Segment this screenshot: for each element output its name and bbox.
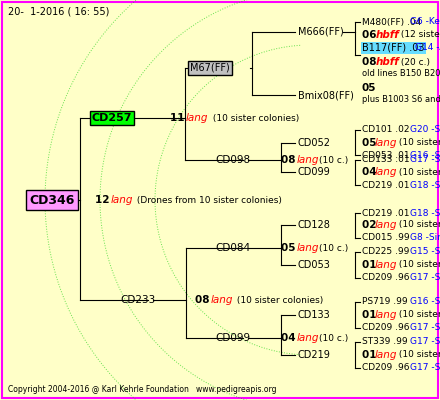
Text: 04: 04 xyxy=(362,167,380,177)
Text: (10 sister colonies): (10 sister colonies) xyxy=(396,168,440,176)
Text: lang: lang xyxy=(375,138,397,148)
Text: (10 c.): (10 c.) xyxy=(319,156,348,164)
Text: Bmix08(FF): Bmix08(FF) xyxy=(298,90,354,100)
Text: (20 c.): (20 c.) xyxy=(398,58,430,66)
Text: CD225 .99: CD225 .99 xyxy=(362,248,409,256)
Text: 08: 08 xyxy=(281,155,299,165)
Text: CD053: CD053 xyxy=(298,260,331,270)
Text: (10 sister colonies): (10 sister colonies) xyxy=(234,296,323,304)
Text: G17 -Sinop62R: G17 -Sinop62R xyxy=(410,324,440,332)
Text: G17 -Sinop62R: G17 -Sinop62R xyxy=(410,364,440,372)
Text: 01: 01 xyxy=(362,350,380,360)
Text: CD084: CD084 xyxy=(215,243,250,253)
Text: M666(FF): M666(FF) xyxy=(298,27,344,37)
Text: hbff: hbff xyxy=(376,57,400,67)
Text: (10 sister colonies): (10 sister colonies) xyxy=(396,138,440,148)
Text: (10 sister colonies): (10 sister colonies) xyxy=(396,260,440,270)
Text: 20-  1-2016 ( 16: 55): 20- 1-2016 ( 16: 55) xyxy=(8,7,110,17)
Text: Copyright 2004-2016 @ Karl Kehrle Foundation   www.pedigreapis.org: Copyright 2004-2016 @ Karl Kehrle Founda… xyxy=(8,386,276,394)
Text: CD209 .96: CD209 .96 xyxy=(362,364,410,372)
Text: G17 -Sinop72R: G17 -Sinop72R xyxy=(410,156,440,164)
Text: CD128: CD128 xyxy=(298,220,331,230)
Text: 06: 06 xyxy=(362,30,380,40)
Text: lang: lang xyxy=(375,310,397,320)
Text: CD233: CD233 xyxy=(120,295,155,305)
Text: lang: lang xyxy=(375,220,397,230)
Text: M67(FF): M67(FF) xyxy=(190,63,230,73)
Text: 12: 12 xyxy=(95,195,113,205)
Text: G14 -Adami75R: G14 -Adami75R xyxy=(415,44,440,52)
Text: (12 sister colonies): (12 sister colonies) xyxy=(398,30,440,40)
Text: old lines B150 B202 .   no more: old lines B150 B202 . no more xyxy=(362,70,440,78)
Text: CD099: CD099 xyxy=(298,167,331,177)
Text: ST339 .99: ST339 .99 xyxy=(362,338,407,346)
Text: G18 -Sinop62R: G18 -Sinop62R xyxy=(410,180,440,190)
Text: G17 -Sinop62R: G17 -Sinop62R xyxy=(410,338,440,346)
Text: lang: lang xyxy=(375,167,397,177)
Text: (10 sister colonies): (10 sister colonies) xyxy=(210,114,299,122)
Text: CD209 .96: CD209 .96 xyxy=(362,274,410,282)
Text: 05: 05 xyxy=(362,83,377,93)
Text: 05: 05 xyxy=(281,243,299,253)
Text: G6 -Kenya2R: G6 -Kenya2R xyxy=(410,18,440,26)
Text: (10 sister colonies): (10 sister colonies) xyxy=(396,350,440,360)
Text: (10 sister colonies): (10 sister colonies) xyxy=(396,220,440,230)
Text: (10 c.): (10 c.) xyxy=(319,244,348,252)
Text: 11: 11 xyxy=(170,113,188,123)
Text: (Drones from 10 sister colonies): (Drones from 10 sister colonies) xyxy=(134,196,282,204)
Text: CD099: CD099 xyxy=(215,333,250,343)
Text: G8 -SinopEgg86R: G8 -SinopEgg86R xyxy=(410,234,440,242)
Text: lang: lang xyxy=(375,350,397,360)
Text: G15 -Sinop72R: G15 -Sinop72R xyxy=(410,248,440,256)
Text: CD098: CD098 xyxy=(215,155,250,165)
Text: lang: lang xyxy=(297,333,319,343)
Text: G20 -Sinop62R: G20 -Sinop62R xyxy=(410,126,440,134)
Text: G17 -Sinop62R: G17 -Sinop62R xyxy=(410,274,440,282)
Text: (10 sister colonies): (10 sister colonies) xyxy=(396,310,440,320)
Text: lang: lang xyxy=(211,295,234,305)
Text: lang: lang xyxy=(186,113,209,123)
Text: (10 c.): (10 c.) xyxy=(319,334,348,342)
Text: CD209 .96: CD209 .96 xyxy=(362,324,410,332)
Text: CD133: CD133 xyxy=(298,310,331,320)
Text: B117(FF) .03: B117(FF) .03 xyxy=(362,43,425,53)
Text: CD219 .01: CD219 .01 xyxy=(362,208,410,218)
Text: lang: lang xyxy=(375,260,397,270)
Text: CD052: CD052 xyxy=(298,138,331,148)
Text: CD015 .99: CD015 .99 xyxy=(362,234,410,242)
Text: plus B1003 S6 and A126no more: plus B1003 S6 and A126no more xyxy=(362,96,440,104)
Text: hbff: hbff xyxy=(376,30,400,40)
Text: CD346: CD346 xyxy=(29,194,75,206)
Text: 08: 08 xyxy=(362,57,380,67)
Text: CD257: CD257 xyxy=(92,113,132,123)
Text: CD219: CD219 xyxy=(298,350,331,360)
Text: lang: lang xyxy=(297,155,319,165)
Text: CD053 .01: CD053 .01 xyxy=(362,150,410,160)
Text: G18 -Sinop62R: G18 -Sinop62R xyxy=(410,208,440,218)
Text: lang: lang xyxy=(111,195,133,205)
Text: 02: 02 xyxy=(362,220,380,230)
Text: 08: 08 xyxy=(195,295,213,305)
Text: 01: 01 xyxy=(362,260,380,270)
Text: CD219 .01: CD219 .01 xyxy=(362,180,410,190)
Text: PS719 .99: PS719 .99 xyxy=(362,298,407,306)
Text: 01: 01 xyxy=(362,310,380,320)
Text: 04: 04 xyxy=(281,333,299,343)
Text: CD133 .01: CD133 .01 xyxy=(362,156,410,164)
Text: lang: lang xyxy=(297,243,319,253)
Text: 05: 05 xyxy=(362,138,380,148)
Text: CD101 .02: CD101 .02 xyxy=(362,126,410,134)
Text: M480(FF) .04: M480(FF) .04 xyxy=(362,18,421,26)
Text: G16 -Sinop72R: G16 -Sinop72R xyxy=(410,150,440,160)
Text: G16 -Sinop72R: G16 -Sinop72R xyxy=(410,298,440,306)
